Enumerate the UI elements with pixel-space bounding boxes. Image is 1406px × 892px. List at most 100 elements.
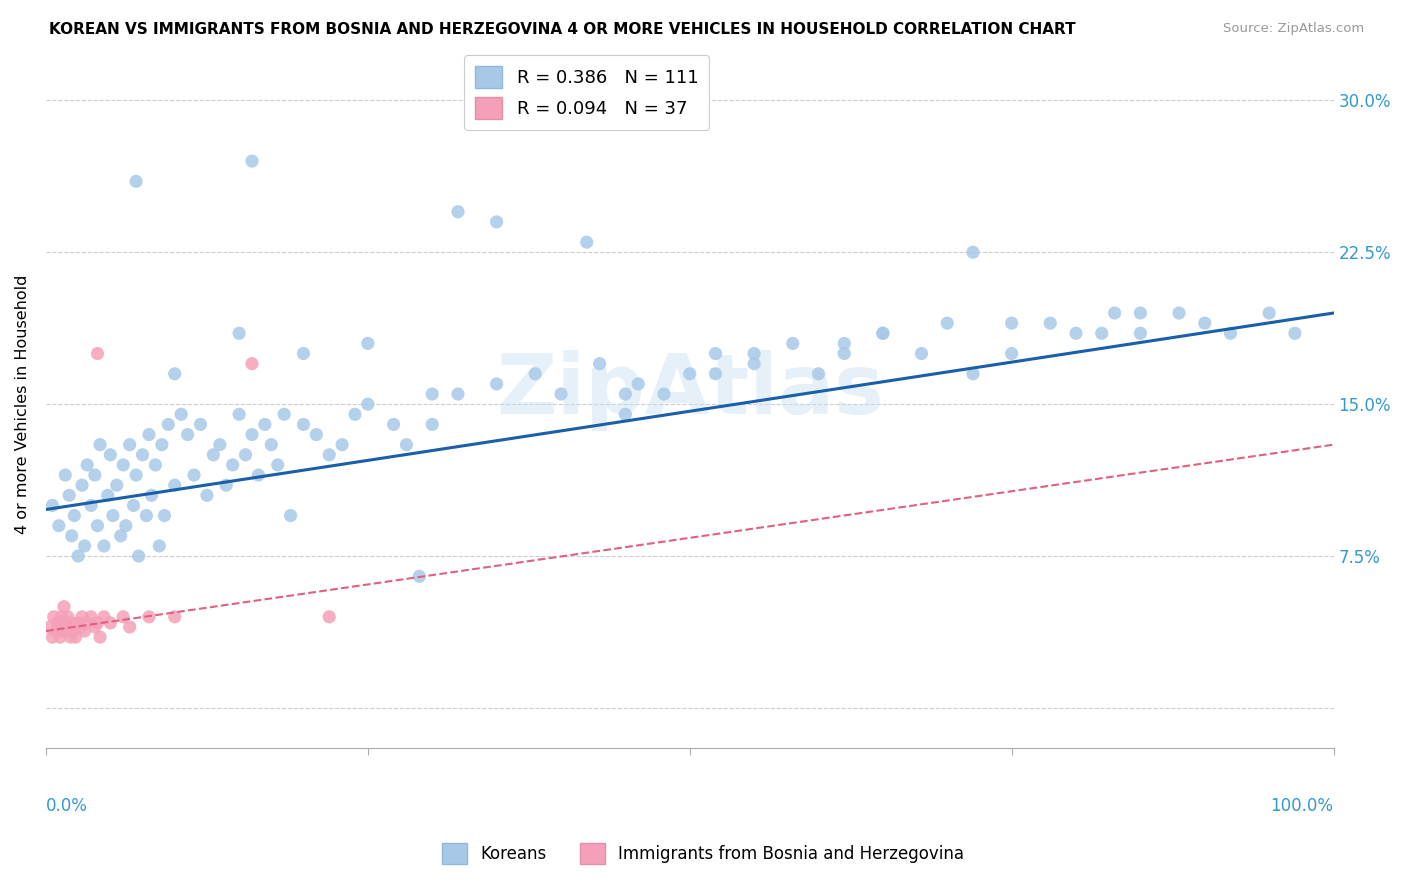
Point [420,417,443,432]
Point [157,417,180,432]
Point [524,367,547,381]
Point [447,204,470,219]
Point [46,615,69,630]
Point [41,499,63,513]
Point [67,549,90,563]
Point [48,518,70,533]
Point [53,599,76,614]
Point [86,346,108,360]
Point [86,518,108,533]
Point [485,376,508,391]
Point [69,620,91,634]
Point [742,357,765,371]
Point [292,346,315,360]
Point [962,367,984,381]
Point [125,174,148,188]
Point [112,610,135,624]
Point [122,499,145,513]
Point [235,448,257,462]
Point [76,615,98,630]
Point [292,417,315,432]
Point [221,458,243,472]
Point [1091,326,1114,341]
Point [150,438,173,452]
Point [145,458,167,472]
Point [260,438,283,452]
Point [1258,306,1281,320]
Point [550,387,572,401]
Point [98,615,121,630]
Point [1001,316,1024,330]
Point [86,615,108,630]
Point [105,478,128,492]
Point [101,508,124,523]
Point [190,417,212,432]
Point [357,336,380,351]
Point [41,630,63,644]
Point [112,458,135,472]
Point [163,367,186,381]
Text: KOREAN VS IMMIGRANTS FROM BOSNIA AND HERZEGOVINA 4 OR MORE VEHICLES IN HOUSEHOLD: KOREAN VS IMMIGRANTS FROM BOSNIA AND HER… [49,22,1076,37]
Point [55,624,77,638]
Point [447,387,470,401]
Point [240,154,263,169]
Point [60,529,83,543]
Point [83,620,105,634]
Point [52,624,75,638]
Point [357,397,380,411]
Point [49,630,72,644]
Point [485,215,508,229]
Point [42,610,65,624]
Point [382,417,405,432]
Point [83,468,105,483]
Point [627,376,650,391]
Point [65,630,87,644]
Point [202,448,225,462]
Point [62,624,84,638]
Point [910,346,932,360]
Point [832,336,855,351]
Point [125,468,148,483]
Point [872,326,894,341]
Point [183,468,205,483]
Point [195,488,218,502]
Text: Source: ZipAtlas.com: Source: ZipAtlas.com [1223,22,1364,36]
Point [97,488,120,502]
Point [215,478,238,492]
Point [962,245,984,260]
Text: ZipAtlas: ZipAtlas [496,350,884,431]
Point [89,630,111,644]
Point [128,549,150,563]
Point [1284,326,1306,341]
Point [1129,326,1152,341]
Point [679,367,702,381]
Point [1219,326,1241,341]
Point [273,407,295,421]
Point [240,357,263,371]
Point [208,438,231,452]
Point [832,346,855,360]
Point [70,478,93,492]
Point [118,438,141,452]
Point [1194,316,1216,330]
Point [1039,316,1062,330]
Text: 0.0%: 0.0% [46,797,87,814]
Point [73,539,96,553]
Point [63,508,86,523]
Point [63,620,86,634]
Point [1129,306,1152,320]
Point [575,235,598,249]
Point [704,367,727,381]
Point [704,346,727,360]
Point [114,518,136,533]
Point [118,620,141,634]
Point [163,478,186,492]
Point [153,508,176,523]
Y-axis label: 4 or more Vehicles in Household: 4 or more Vehicles in Household [15,275,30,533]
Point [80,499,103,513]
Point [73,624,96,638]
Point [330,438,353,452]
Text: 100.0%: 100.0% [1271,797,1333,814]
Point [343,407,366,421]
Legend: Koreans, Immigrants from Bosnia and Herzegovina: Koreans, Immigrants from Bosnia and Herz… [436,837,970,871]
